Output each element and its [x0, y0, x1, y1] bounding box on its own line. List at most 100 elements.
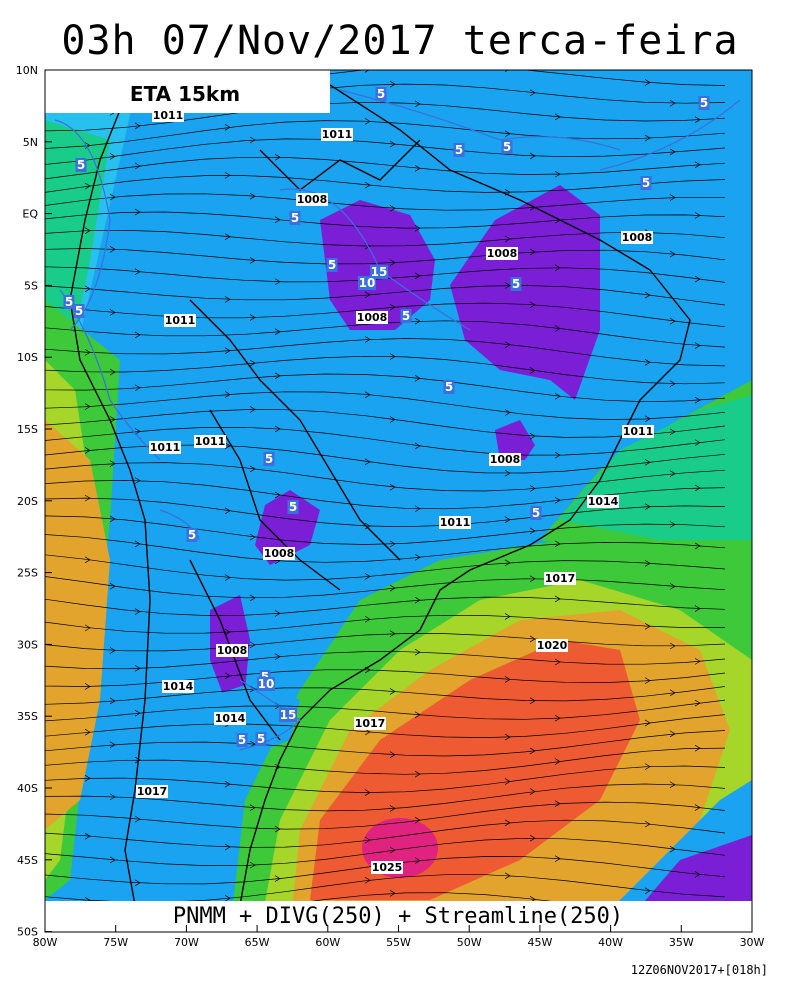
- streamline: [45, 576, 726, 599]
- streamline: [45, 651, 726, 670]
- isobar-label-bg: [152, 109, 184, 122]
- border-brazil-west: [189, 299, 401, 561]
- streamline-arrow: [224, 894, 231, 902]
- divergence-label: 5: [503, 140, 511, 154]
- isobar-label: 1011: [322, 128, 353, 141]
- streamline-arrow: [134, 428, 141, 435]
- lon-label: 80W: [33, 936, 58, 949]
- streamline-arrow: [529, 248, 536, 256]
- streamline-arrow: [249, 406, 256, 413]
- streamline: [45, 285, 726, 306]
- isobar-label: 1008: [297, 193, 328, 206]
- isobar-label-bg: [164, 314, 196, 327]
- streamline: [45, 714, 726, 738]
- streamline-arrow: [364, 836, 371, 844]
- divergence-label-bg: [279, 708, 297, 722]
- streamline-arrow: [109, 697, 116, 705]
- streamline-arrow: [504, 516, 511, 524]
- isobar-label-bg: [216, 644, 248, 657]
- lon-label: 75W: [103, 936, 128, 949]
- streamline-arrow: [364, 728, 371, 736]
- streamline-arrow: [504, 70, 509, 72]
- isobar-label-bg: [149, 441, 181, 454]
- streamline-arrow: [364, 291, 371, 299]
- streamline-arrow: [389, 416, 396, 423]
- streamline: [45, 686, 726, 705]
- streamline-arrow: [554, 170, 561, 178]
- streamline: [45, 373, 726, 403]
- streamline-arrow: [224, 574, 231, 581]
- lon-label: 45W: [527, 936, 552, 949]
- isobar-label: 1011: [195, 435, 226, 448]
- divergence-label-bg: [73, 304, 85, 318]
- streamline-arrow: [504, 559, 511, 567]
- streamline-arrow: [644, 677, 651, 684]
- lat-label: 25S: [17, 567, 38, 580]
- isobar-label-bg: [371, 861, 403, 874]
- streamline: [45, 302, 726, 328]
- streamline-arrow: [249, 804, 256, 812]
- streamline-arrow: [84, 624, 91, 632]
- streamline-arrow: [274, 653, 281, 660]
- border-argentina: [189, 559, 281, 741]
- streamline-arrow: [364, 789, 371, 796]
- streamline-arrow: [669, 781, 676, 789]
- divergence-label-bg: [640, 176, 652, 190]
- divergence-label: 5: [532, 506, 540, 520]
- streamline-arrow: [84, 728, 91, 736]
- streamline: [45, 120, 726, 149]
- divergence-label-bg: [287, 500, 299, 514]
- streamline: [45, 801, 726, 830]
- streamline-arrow: [109, 647, 116, 654]
- divergence-label: 5: [289, 500, 297, 514]
- low-pressure-central: [495, 420, 535, 460]
- divergence-label-bg: [75, 158, 87, 172]
- streamline-arrow: [644, 458, 651, 466]
- streamline-arrow: [504, 819, 511, 827]
- lat-label: 5N: [23, 136, 38, 149]
- streamline-arrow: [694, 871, 701, 878]
- streamline-arrow: [364, 573, 371, 580]
- streamline-arrow: [529, 697, 536, 705]
- isobar-label: 1014: [588, 495, 619, 508]
- isobar-label: 1014: [215, 712, 246, 725]
- streamline-arrow: [504, 733, 511, 741]
- isobar-label-bg: [489, 453, 521, 466]
- streamline-arrow: [529, 432, 536, 440]
- lon-label: 60W: [315, 936, 340, 949]
- divergence-label: 5: [238, 733, 246, 747]
- streamline-arrow: [669, 583, 676, 590]
- isobar-label: 1017: [355, 717, 386, 730]
- streamline-arrow: [274, 372, 281, 380]
- streamline-arrow: [504, 676, 511, 683]
- divergence-label: 5: [75, 304, 83, 318]
- streamline-arrow: [554, 658, 561, 666]
- streamline-arrow: [694, 744, 701, 752]
- streamline-arrow: [554, 264, 561, 272]
- isobar-label: 1011: [623, 425, 654, 438]
- streamline-arrow: [414, 442, 421, 450]
- lat-label: 40S: [17, 782, 38, 795]
- streamline-arrow: [529, 89, 536, 97]
- streamline-arrow: [694, 605, 701, 612]
- isobar-label-bg: [321, 128, 353, 141]
- streamline-arrow: [414, 375, 421, 382]
- isobar-label-bg: [136, 785, 168, 798]
- divergence-label: 5: [265, 452, 273, 466]
- streamline-arrow: [389, 353, 396, 360]
- streamline-arrow: [109, 460, 116, 467]
- streamline-arrow: [529, 152, 536, 160]
- streamline: [45, 444, 726, 474]
- streamline-arrow: [414, 770, 421, 778]
- streamline-arrow: [554, 855, 561, 862]
- low-pressure-chaco: [255, 490, 320, 565]
- streamline-arrow: [84, 494, 91, 502]
- streamline-arrow: [364, 391, 371, 399]
- latitude-axis: 10N 5N EQ 5S 10S 15S 20S 25S 30S 35S 40S 45S 50S: [16, 64, 52, 939]
- streamline-arrow: [364, 876, 371, 884]
- streamline-arrow: [249, 314, 256, 321]
- streamline-arrow: [554, 800, 561, 807]
- streamline-arrow: [109, 153, 116, 160]
- isobar-label: 1008: [264, 547, 295, 560]
